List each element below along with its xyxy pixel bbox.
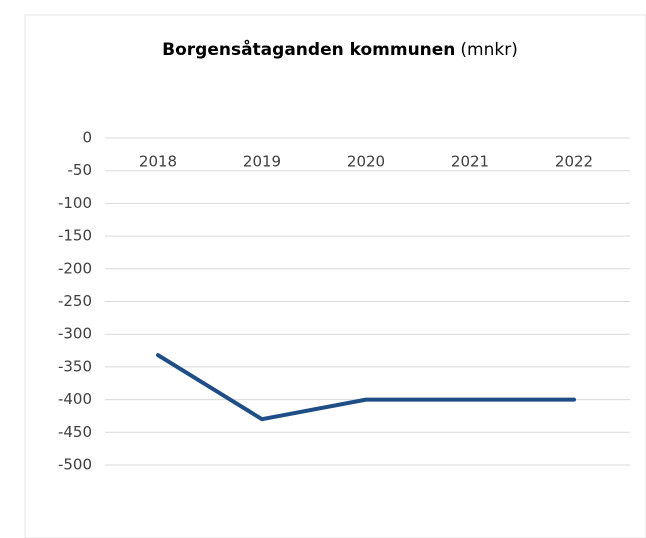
data-line bbox=[156, 353, 576, 422]
chart-title: Borgensåtaganden kommunen (mnkr) bbox=[162, 38, 518, 60]
y-tick-label: -300 bbox=[58, 325, 92, 343]
x-tick-label: 2021 bbox=[451, 153, 489, 171]
x-tick-label: 2019 bbox=[243, 153, 281, 171]
y-tick-label: -150 bbox=[58, 227, 92, 245]
x-tick-label: 2018 bbox=[139, 153, 177, 171]
chart-area bbox=[24, 14, 646, 538]
title-main: Borgensåtaganden kommunen bbox=[162, 38, 455, 60]
y-tick-label: -450 bbox=[58, 423, 92, 441]
y-tick-label: -350 bbox=[58, 357, 92, 375]
y-tick-label: -500 bbox=[58, 456, 92, 474]
y-tick-label: 0 bbox=[82, 129, 92, 147]
y-tick-label: -100 bbox=[58, 194, 92, 212]
y-tick-label: -200 bbox=[58, 259, 92, 277]
x-tick-label: 2022 bbox=[555, 153, 593, 171]
y-tick-label: -250 bbox=[58, 292, 92, 310]
y-tick-label: -50 bbox=[68, 161, 93, 179]
y-tick-label: -400 bbox=[58, 390, 92, 408]
title-unit: (mnkr) bbox=[460, 40, 517, 60]
x-tick-label: 2020 bbox=[347, 153, 385, 171]
